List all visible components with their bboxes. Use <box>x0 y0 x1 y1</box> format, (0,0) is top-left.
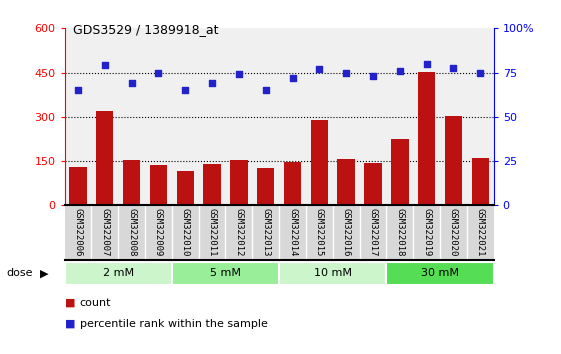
Bar <box>391 139 408 205</box>
Bar <box>311 120 328 205</box>
Text: GSM322018: GSM322018 <box>396 208 404 256</box>
Bar <box>203 164 221 205</box>
Text: GSM322020: GSM322020 <box>449 208 458 256</box>
Point <box>127 80 136 86</box>
Text: dose: dose <box>7 268 33 278</box>
Point <box>100 62 109 68</box>
Point <box>288 75 297 81</box>
Point <box>315 66 324 72</box>
Text: GSM322011: GSM322011 <box>208 208 217 256</box>
Text: GSM322006: GSM322006 <box>73 208 82 256</box>
Text: GSM322007: GSM322007 <box>100 208 109 256</box>
Text: ■: ■ <box>65 298 75 308</box>
Point <box>261 87 270 93</box>
Point <box>208 80 217 86</box>
Bar <box>257 167 274 205</box>
Text: GSM322013: GSM322013 <box>261 208 270 256</box>
Bar <box>387 262 494 285</box>
Point <box>396 68 404 74</box>
Point <box>181 87 190 93</box>
Point <box>73 87 82 93</box>
Text: GSM322019: GSM322019 <box>422 208 431 256</box>
Bar <box>69 167 86 205</box>
Bar <box>230 160 247 205</box>
Text: GSM322010: GSM322010 <box>181 208 190 256</box>
Bar <box>337 159 355 205</box>
Text: 30 mM: 30 mM <box>421 268 459 279</box>
Bar <box>472 158 489 205</box>
Bar <box>284 162 301 205</box>
Text: ▶: ▶ <box>40 268 49 278</box>
Point <box>234 71 243 77</box>
Text: 10 mM: 10 mM <box>314 268 352 279</box>
Bar <box>150 165 167 205</box>
Text: GSM322014: GSM322014 <box>288 208 297 256</box>
Text: GSM322008: GSM322008 <box>127 208 136 256</box>
Text: count: count <box>80 298 111 308</box>
Text: GSM322017: GSM322017 <box>369 208 378 256</box>
Text: percentile rank within the sample: percentile rank within the sample <box>80 319 268 329</box>
Point <box>422 61 431 67</box>
Text: GSM322016: GSM322016 <box>342 208 351 256</box>
Text: GSM322015: GSM322015 <box>315 208 324 256</box>
Point <box>476 70 485 75</box>
Point <box>154 71 163 76</box>
Text: GSM322012: GSM322012 <box>234 208 243 256</box>
Bar <box>177 171 194 205</box>
Text: 5 mM: 5 mM <box>210 268 241 279</box>
Bar <box>418 72 435 205</box>
Bar <box>96 111 113 205</box>
Text: GSM322021: GSM322021 <box>476 208 485 256</box>
Text: GDS3529 / 1389918_at: GDS3529 / 1389918_at <box>73 23 218 36</box>
Text: GSM322009: GSM322009 <box>154 208 163 256</box>
Bar <box>364 163 381 205</box>
Bar <box>445 116 462 205</box>
Text: ■: ■ <box>65 319 75 329</box>
Bar <box>65 262 172 285</box>
Bar <box>172 262 279 285</box>
Point <box>369 73 378 78</box>
Point <box>449 65 458 71</box>
Text: 2 mM: 2 mM <box>103 268 134 279</box>
Point <box>342 70 351 75</box>
Bar <box>123 160 140 205</box>
Bar <box>279 262 387 285</box>
